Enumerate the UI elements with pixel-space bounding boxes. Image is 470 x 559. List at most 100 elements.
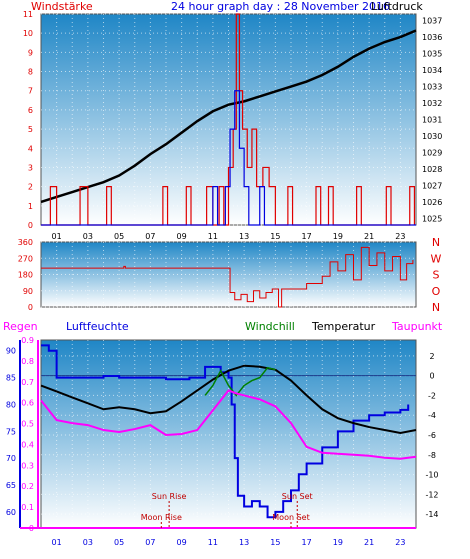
x-tick-label: 19	[333, 538, 343, 547]
label-taupunkt: Taupunkt	[391, 320, 443, 333]
pressure-tick-label: 1035	[422, 50, 442, 59]
label-regen: Regen	[3, 320, 38, 333]
series-wind-direction-line	[41, 246, 414, 308]
label-luftfeuchte: Luftfeuchte	[66, 320, 129, 333]
x-tick-label: 19	[333, 232, 343, 241]
label-temperatur: Temperatur	[311, 320, 376, 333]
temperature-tick-label: -2	[428, 391, 436, 400]
temperature-tick-label: -12	[425, 490, 438, 499]
x-tick-label: 01	[52, 538, 62, 547]
compass-label: S	[433, 269, 440, 282]
humidity-tick-label: 65	[6, 481, 16, 490]
rain-tick-label: 0.6	[21, 399, 34, 408]
compass-label: O	[432, 285, 441, 298]
temperature-tick-label: -6	[428, 431, 436, 440]
x-tick-label: 21	[364, 232, 374, 241]
wind-tick-label: 3	[28, 163, 33, 172]
x-tick-label: 03	[83, 538, 93, 547]
series-taupunkt-line	[40, 389, 417, 460]
event-label: Sun Set	[282, 492, 313, 501]
series-temperatur-line	[40, 364, 417, 435]
humidity-temperature-series	[40, 344, 417, 519]
pressure-tick-label: 1025	[422, 214, 442, 223]
pressure-tick-label: 1037	[422, 17, 442, 26]
header-center-title: 24 hour graph day : 28 November 2016	[171, 0, 390, 13]
wind-tick-label: 6	[28, 106, 33, 115]
direction-tick-label: 0	[28, 303, 33, 312]
x-tick-label: 05	[114, 538, 124, 547]
direction-tick-label: 180	[18, 271, 33, 280]
temperature-tick-label: -4	[428, 411, 436, 420]
temperature-tick-label: -14	[425, 510, 438, 519]
header-right-title: Luftdruck	[371, 0, 423, 13]
wind-tick-label: 7	[28, 87, 33, 96]
event-label: Moon Rise	[141, 513, 182, 522]
x-tick-label: 09	[177, 538, 187, 547]
series-luftdruck-line	[40, 29, 417, 204]
wind-tick-label: 0	[28, 221, 33, 230]
wind-tick-label: 5	[28, 125, 33, 134]
wind-pressure-axes: 0123456789101110251026102710281029103010…	[23, 10, 443, 241]
temperature-tick-label: -10	[425, 471, 438, 480]
x-tick-label: 23	[395, 538, 405, 547]
humidity-tick-label: 70	[6, 454, 16, 463]
humidity-tick-label: 75	[6, 427, 16, 436]
pressure-tick-label: 1030	[422, 132, 442, 141]
pressure-tick-label: 1033	[422, 83, 442, 92]
humidity-tick-label: 85	[6, 374, 16, 383]
rain-tick-label: 0.2	[21, 482, 34, 491]
compass-label: W	[431, 252, 442, 265]
x-tick-label: 01	[52, 232, 62, 241]
x-tick-label: 21	[364, 538, 374, 547]
x-tick-label: 15	[270, 538, 280, 547]
x-tick-label: 17	[302, 538, 312, 547]
pressure-tick-label: 1032	[422, 99, 442, 108]
rain-tick-label: 0.9	[21, 336, 34, 345]
x-tick-label: 15	[270, 232, 280, 241]
label-windchill: Windchill	[245, 320, 295, 333]
rain-tick-label: 0.1	[21, 503, 34, 512]
x-tick-label: 11	[208, 538, 218, 547]
wind-tick-label: 8	[28, 68, 33, 77]
series-luftfeuchte-line	[41, 344, 410, 519]
series-windchill-line	[204, 366, 276, 397]
humidity-tick-label: 80	[6, 400, 16, 409]
rain-tick-label: 0.4	[21, 440, 34, 449]
series-gust-line	[41, 90, 416, 226]
wind-tick-label: 10	[23, 29, 33, 38]
wind-tick-label: 1	[28, 202, 33, 211]
x-tick-label: 13	[239, 232, 249, 241]
direction-tick-label: 90	[23, 287, 33, 296]
temperature-tick-label: 2	[429, 352, 434, 361]
pressure-tick-label: 1031	[422, 116, 442, 125]
wind-direction-series	[41, 246, 414, 308]
rain-tick-label: 0.8	[21, 357, 34, 366]
sun-moon-events: Sun Rise Sun Set Moon Rise Moon Set	[141, 492, 313, 528]
temperature-tick-label: 0	[429, 372, 434, 381]
x-tick-label: 05	[114, 232, 124, 241]
event-label: Moon Set	[272, 513, 309, 522]
x-tick-label: 07	[145, 232, 155, 241]
x-tick-label: 07	[145, 538, 155, 547]
x-tick-label: 09	[177, 232, 187, 241]
direction-tick-label: 360	[18, 238, 33, 247]
x-tick-label: 23	[395, 232, 405, 241]
x-tick-label: 03	[83, 232, 93, 241]
rain-tick-label: 0.5	[21, 420, 34, 429]
pressure-tick-label: 1028	[422, 165, 442, 174]
temperature-tick-label: -8	[428, 451, 436, 460]
header-left-title: Windstärke	[31, 0, 93, 13]
x-tick-label: 13	[239, 538, 249, 547]
wind-pressure-series	[40, 13, 417, 226]
wind-tick-label: 2	[28, 183, 33, 192]
humidity-tick-label: 60	[6, 508, 16, 517]
rain-tick-label: 0.7	[21, 378, 34, 387]
pressure-tick-label: 1034	[422, 66, 442, 75]
pressure-tick-label: 1036	[422, 33, 442, 42]
rain-tick-label: 0.3	[21, 461, 34, 470]
pressure-tick-label: 1029	[422, 148, 442, 157]
event-label: Sun Rise	[152, 492, 187, 501]
wind-tick-label: 11	[23, 10, 33, 19]
pressure-tick-label: 1027	[422, 181, 442, 190]
